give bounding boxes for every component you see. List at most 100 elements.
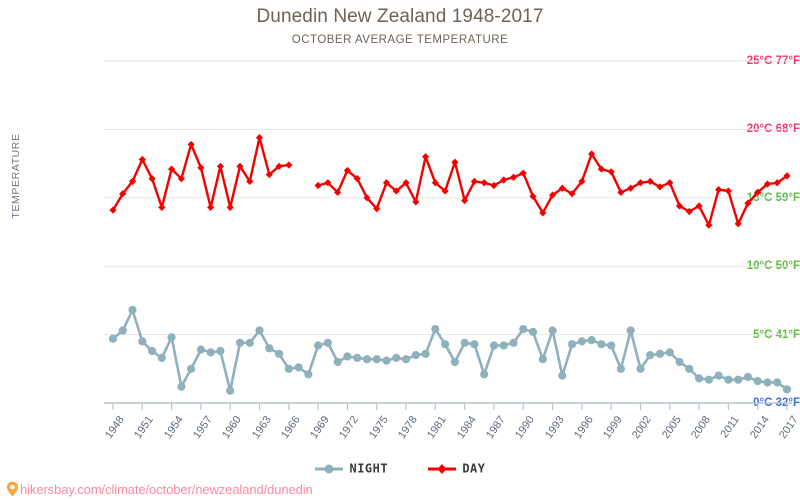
data-point[interactable]	[782, 385, 792, 394]
data-point[interactable]	[148, 346, 157, 356]
data-point[interactable]	[109, 206, 117, 214]
data-point[interactable]	[461, 196, 469, 205]
data-point[interactable]	[470, 340, 479, 349]
data-point[interactable]	[646, 177, 654, 185]
data-point[interactable]	[265, 344, 274, 353]
data-point[interactable]	[627, 184, 635, 192]
data-point[interactable]	[685, 207, 693, 216]
data-point[interactable]	[480, 179, 488, 187]
data-point[interactable]	[128, 305, 137, 315]
data-point[interactable]	[412, 198, 420, 206]
data-point[interactable]	[607, 168, 615, 176]
data-point[interactable]	[421, 349, 430, 358]
data-point[interactable]	[597, 340, 606, 349]
data-point[interactable]	[177, 175, 185, 183]
data-point[interactable]	[656, 183, 664, 191]
data-point[interactable]	[665, 348, 674, 357]
data-point[interactable]	[157, 353, 166, 362]
data-point[interactable]	[754, 188, 762, 196]
legend-item-day[interactable]: DAY	[427, 461, 485, 476]
data-point[interactable]	[362, 355, 372, 364]
data-point[interactable]	[607, 341, 616, 350]
data-point[interactable]	[773, 179, 781, 187]
data-point[interactable]	[372, 355, 381, 364]
data-point[interactable]	[285, 161, 293, 169]
data-point[interactable]	[548, 326, 557, 335]
data-point[interactable]	[577, 337, 587, 346]
data-point[interactable]	[421, 153, 430, 161]
data-point[interactable]	[685, 364, 694, 373]
data-point[interactable]	[333, 357, 342, 367]
data-point[interactable]	[363, 194, 371, 202]
data-point[interactable]	[304, 370, 313, 379]
data-point[interactable]	[714, 371, 723, 380]
data-point[interactable]	[646, 351, 655, 360]
data-point[interactable]	[773, 378, 782, 387]
data-point[interactable]	[216, 162, 225, 170]
data-point[interactable]	[519, 325, 528, 334]
data-point[interactable]	[558, 184, 566, 192]
data-point[interactable]	[314, 341, 323, 350]
data-point[interactable]	[275, 162, 283, 170]
data-point[interactable]	[695, 202, 703, 210]
data-point[interactable]	[539, 209, 547, 217]
data-point[interactable]	[294, 363, 303, 372]
data-point[interactable]	[441, 340, 450, 349]
data-point[interactable]	[206, 348, 215, 357]
data-point[interactable]	[675, 202, 684, 210]
data-point[interactable]	[402, 179, 410, 187]
data-point[interactable]	[343, 352, 352, 361]
data-point[interactable]	[168, 165, 176, 173]
data-point[interactable]	[528, 327, 538, 336]
data-point[interactable]	[578, 177, 586, 185]
data-point[interactable]	[255, 326, 264, 335]
data-point[interactable]	[783, 172, 791, 180]
data-point[interactable]	[558, 371, 567, 380]
data-point[interactable]	[705, 221, 713, 229]
data-point[interactable]	[373, 205, 381, 213]
data-point[interactable]	[119, 190, 127, 198]
data-point[interactable]	[216, 346, 225, 356]
data-point[interactable]	[451, 158, 459, 166]
data-point[interactable]	[392, 187, 400, 195]
data-point[interactable]	[626, 326, 635, 335]
data-point[interactable]	[343, 166, 352, 175]
data-point[interactable]	[118, 326, 127, 335]
data-point[interactable]	[470, 177, 479, 185]
source-footer[interactable]: hikersbay.com/climate/october/newzealand…	[6, 481, 313, 497]
data-point[interactable]	[743, 372, 753, 382]
data-point[interactable]	[617, 188, 625, 196]
legend-item-night[interactable]: NIGHT	[314, 461, 388, 476]
data-point[interactable]	[500, 176, 508, 184]
data-point[interactable]	[275, 349, 284, 358]
data-point[interactable]	[382, 356, 391, 365]
data-point[interactable]	[128, 177, 137, 185]
data-point[interactable]	[587, 336, 596, 345]
data-point[interactable]	[597, 165, 606, 173]
data-point[interactable]	[724, 187, 732, 195]
data-point[interactable]	[568, 190, 576, 198]
data-point[interactable]	[636, 179, 645, 187]
data-point[interactable]	[324, 179, 332, 187]
data-point[interactable]	[284, 364, 293, 373]
data-point[interactable]	[529, 192, 537, 201]
data-point[interactable]	[187, 140, 195, 149]
data-point[interactable]	[675, 357, 684, 367]
data-point[interactable]	[314, 181, 322, 190]
data-point[interactable]	[138, 337, 147, 346]
data-point[interactable]	[715, 185, 723, 194]
data-point[interactable]	[392, 353, 401, 362]
data-point[interactable]	[431, 179, 439, 187]
data-point[interactable]	[753, 377, 762, 386]
data-point[interactable]	[695, 374, 704, 383]
data-point[interactable]	[616, 364, 626, 373]
data-point[interactable]	[108, 334, 118, 343]
data-point[interactable]	[353, 353, 362, 362]
data-point[interactable]	[177, 382, 186, 391]
data-point[interactable]	[148, 175, 156, 183]
data-point[interactable]	[245, 338, 254, 347]
data-point[interactable]	[401, 355, 411, 364]
data-point[interactable]	[509, 173, 518, 181]
data-point[interactable]	[744, 199, 752, 207]
data-point[interactable]	[763, 378, 772, 387]
